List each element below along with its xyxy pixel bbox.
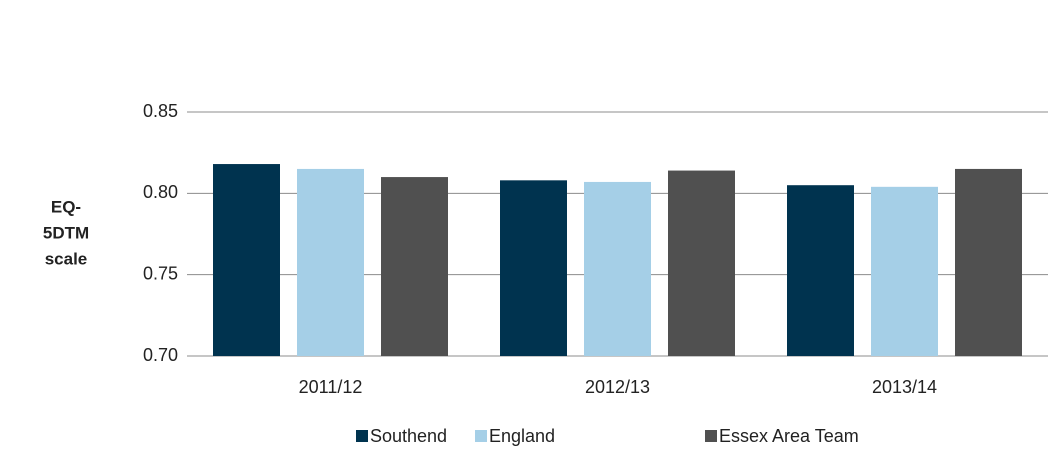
y-axis-label: scale [45,249,88,268]
y-tick-label: 0.80 [143,182,178,202]
legend-label: Essex Area Team [719,426,859,446]
x-tick-label: 2011/12 [299,377,363,397]
y-axis-label: 5DTM [43,223,89,242]
y-tick-label: 0.70 [143,345,178,365]
y-tick-label: 0.85 [143,101,178,121]
bar [381,177,448,356]
bar [297,168,364,356]
y-axis-label: EQ- [51,197,81,216]
legend-label: England [489,426,555,446]
x-tick-label: 2012/13 [585,377,650,397]
bar [668,170,735,356]
legend-label: Southend [370,426,447,446]
bar [787,185,854,356]
y-tick-label: 0.75 [143,263,178,283]
bar [213,164,280,356]
x-tick-label: 2013/14 [872,377,937,397]
legend-swatch [356,430,368,442]
bar [955,168,1022,356]
legend-swatch [705,430,717,442]
bar [584,181,651,356]
legend-swatch [475,430,487,442]
bar [500,180,567,356]
bar [871,186,938,356]
